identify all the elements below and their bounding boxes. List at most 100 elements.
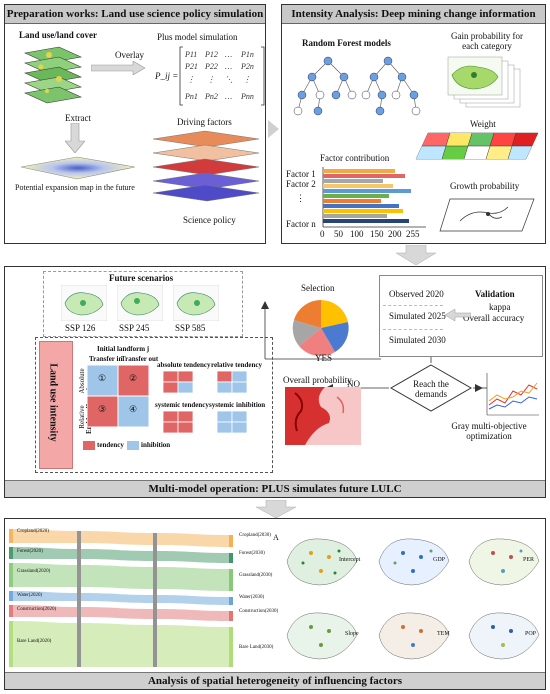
matrix-cell-2: ② (129, 373, 138, 383)
reach-demands-diamond (389, 364, 473, 412)
driving-factor-layers (152, 130, 260, 202)
sankey-left-label-0: Cropland(2020) (17, 529, 49, 534)
spatial-title: Analysis of spatial heterogeneity of inf… (5, 672, 545, 689)
svg-text:P12: P12 (204, 50, 218, 59)
observed-2020-label: Observed 2020 (389, 289, 444, 299)
ssp-126-label: SSP 126 (65, 323, 96, 333)
scenario-map-585 (173, 285, 219, 321)
results-divider-2 (383, 329, 443, 330)
scenario-map-245 (117, 285, 163, 321)
weight-label: Weight (470, 119, 496, 129)
sankey-right-label-1: Forest(2030) (239, 551, 265, 556)
potential-map-label: Potential expansion map in the future (15, 183, 135, 192)
legend-tendency-label: tendency (97, 441, 124, 449)
extract-arrow (65, 123, 85, 153)
sankey-left-label-5: Bare Land(2020) (17, 639, 52, 644)
relative-tendency-grid (217, 371, 247, 393)
absolute-tendency-label: absolute tendency (157, 361, 211, 369)
axis-tick-100: 100 (350, 229, 364, 239)
map-title-intercept: Intercept (339, 557, 361, 563)
gray-optimization-label: Gray multi-objective optimization (451, 421, 527, 441)
weight-grid (415, 132, 539, 160)
land-use-intensity-box (35, 337, 273, 473)
matrix-cell-3: ③ (98, 404, 107, 414)
map-title-pop: POP (525, 631, 537, 637)
ssp-245-label: SSP 245 (119, 323, 150, 333)
factor-1-label: Factor 1 (286, 169, 316, 179)
driving-factors-label: Driving factors (177, 117, 232, 127)
axis-tick-0: 0 (320, 229, 325, 239)
sankey-right-label-3: Water(2030) (239, 595, 265, 600)
sankey-diagram (9, 529, 233, 667)
svg-text:…: … (225, 50, 232, 59)
overlay-arrow (91, 61, 146, 75)
land-cover-label: Land use/land cover (19, 30, 98, 40)
preparation-title: Preparation works: Land use science poli… (5, 5, 265, 24)
svg-text:Pn1: Pn1 (184, 92, 198, 101)
factor-contribution-bars (322, 167, 426, 228)
legend-inhibition-swatch (127, 441, 139, 450)
validation-label: Validation (475, 289, 515, 299)
sankey-right-label-5: Bare Land(2030) (239, 645, 274, 650)
matrix-cell-4: ④ (129, 404, 138, 414)
sankey-left-label-2: Grassland(2020) (17, 569, 51, 574)
preparation-panel: Preparation works: Land use science poli… (4, 4, 266, 244)
map-gdp (378, 538, 450, 586)
svg-text:⋱: ⋱ (225, 75, 233, 84)
selection-pie (292, 299, 349, 357)
systemic-inhibition-grid (217, 411, 247, 433)
land-use-intensity-bar (39, 341, 73, 469)
svg-text:P21: P21 (184, 62, 198, 71)
svg-text:P11: P11 (184, 50, 197, 59)
map-pop (468, 612, 540, 660)
sankey-right-label-0: Cropland(2030) (239, 533, 271, 538)
sankey-left-label-1: Forest(2020) (17, 549, 43, 554)
relative-label: Relative (78, 405, 86, 429)
no-label: NO (347, 379, 360, 389)
multi-model-panel: Multi-model operation: PLUS simulates fu… (4, 266, 546, 498)
extract-label: Extract (65, 113, 91, 123)
intensity-matrix (87, 365, 149, 427)
growth-prob-label: Growth probability (450, 181, 520, 191)
matrix-lhs: P_ij = (155, 71, 179, 81)
axis-tick-50: 50 (334, 229, 343, 239)
validation-arrow (445, 309, 471, 321)
matrix-cell-1: ① (98, 373, 107, 383)
legend-tendency-swatch (83, 441, 95, 450)
map-tem (378, 612, 450, 660)
svg-text:…: … (225, 92, 232, 101)
map-title-tem: TEM (437, 631, 450, 637)
svg-text:Pnn: Pnn (240, 92, 254, 101)
selection-label: Selection (301, 283, 335, 293)
future-scenarios-label: Future scenarios (109, 273, 174, 283)
svg-text:P1n: P1n (240, 50, 254, 59)
axis-tick-255: 255 (406, 229, 420, 239)
map-title-per: PER (523, 557, 535, 563)
reach-demands-label: Reach the demands (413, 379, 449, 399)
systemic-tendency-grid (163, 411, 193, 433)
svg-text:⋮: ⋮ (243, 75, 251, 84)
scenario-map-126 (61, 285, 107, 321)
yes-connector (261, 301, 381, 360)
absolute-tendency-grid (163, 371, 193, 393)
map-per (468, 538, 540, 586)
map-slope (286, 612, 358, 660)
gain-probability-maps (447, 56, 521, 108)
initial-landform-label: Initial landform j (97, 345, 150, 353)
map-intercept (286, 538, 358, 586)
factor-2-label: Factor 2 (286, 179, 316, 189)
plus-model-label: Plus model simulation (157, 32, 238, 42)
gray-optimization-chart (486, 373, 539, 416)
yes-label: YES (315, 353, 333, 363)
systemic-tendency-label: systemic tendency (155, 401, 209, 409)
factor-ellipsis: ⋮ (296, 193, 305, 203)
systemic-inhibition-label: systemic inhibition (209, 401, 266, 409)
intensity-to-multi-arrow (396, 245, 436, 265)
science-policy-label: Science policy (183, 215, 236, 225)
ssp-585-label: SSP 585 (175, 323, 206, 333)
simulated-2025-label: Simulated 2025 (389, 311, 446, 321)
prep-to-intensity-arrow (268, 120, 279, 138)
probability-matrix: P11 P12 … P1n P21 P22 … P2n ⋮ ⋮ ⋱ ⋮ Pn1 Pn2 … Pnn (179, 46, 265, 106)
kappa-label: kappa (489, 302, 511, 312)
axis-tick-200: 200 (388, 229, 402, 239)
